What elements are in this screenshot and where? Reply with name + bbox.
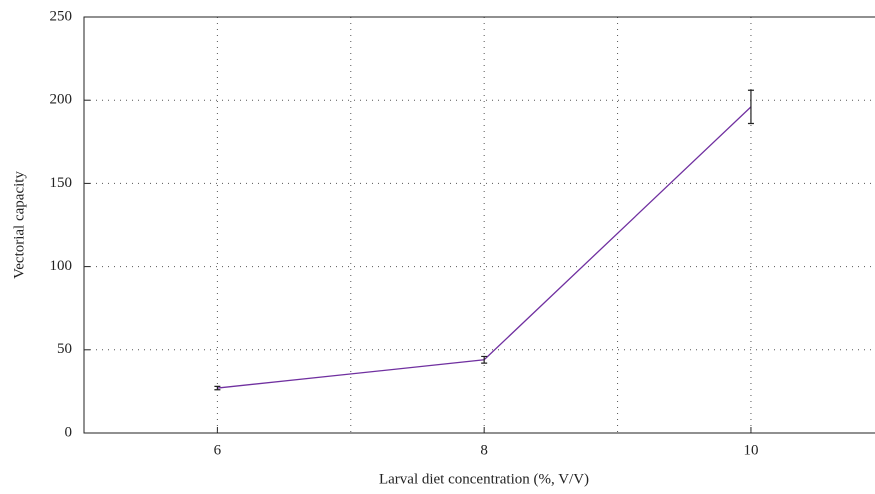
error-bar (214, 385, 221, 391)
y-tick-label: 200 (50, 92, 73, 108)
axis-frame (83, 16, 875, 434)
x-axis-label: Larval diet concentration (%, V/V) (379, 471, 589, 487)
y-tick-label: 150 (50, 175, 73, 191)
x-tick-label: 6 (214, 442, 222, 458)
x-tick-label: 8 (480, 442, 488, 458)
y-tick-label: 250 (50, 8, 73, 24)
y-axis-label: Vectorial capacity (11, 171, 27, 279)
error-bar (481, 355, 488, 364)
x-tick-label: 10 (743, 442, 758, 458)
y-tick-label: 100 (50, 258, 73, 274)
y-tick-label: 50 (57, 341, 72, 357)
error-bar (747, 89, 754, 125)
y-tick-label: 0 (65, 424, 73, 440)
